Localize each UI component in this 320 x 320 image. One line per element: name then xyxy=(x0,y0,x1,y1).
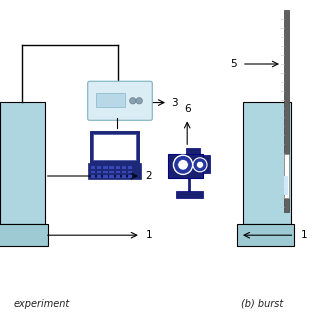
Bar xyxy=(284,10,289,212)
Bar xyxy=(88,163,141,179)
Bar xyxy=(91,166,95,169)
Bar xyxy=(97,175,101,178)
Bar xyxy=(176,191,203,198)
Bar xyxy=(128,175,132,178)
Bar xyxy=(91,175,95,178)
Text: (b) burst: (b) burst xyxy=(241,299,284,309)
Text: 6: 6 xyxy=(184,104,190,114)
Bar xyxy=(97,171,101,173)
Circle shape xyxy=(130,98,136,104)
Bar xyxy=(186,148,200,154)
Text: 3: 3 xyxy=(171,98,178,108)
Text: 1: 1 xyxy=(146,230,152,240)
Bar xyxy=(168,154,203,178)
Bar xyxy=(203,155,210,173)
Bar xyxy=(128,166,132,169)
Bar xyxy=(91,171,95,173)
Bar xyxy=(122,175,126,178)
Bar xyxy=(116,166,120,169)
Bar xyxy=(93,134,136,160)
Bar xyxy=(122,166,126,169)
Circle shape xyxy=(196,161,204,168)
Text: 1: 1 xyxy=(301,230,308,240)
Bar xyxy=(96,93,125,107)
Bar xyxy=(284,154,289,198)
Bar xyxy=(90,131,139,163)
Bar xyxy=(284,176,288,195)
Text: 2: 2 xyxy=(146,171,152,181)
Bar xyxy=(237,224,294,246)
Text: experiment: experiment xyxy=(13,299,70,309)
Circle shape xyxy=(178,160,188,170)
Bar xyxy=(103,166,108,169)
Bar xyxy=(116,171,120,173)
Bar xyxy=(103,175,108,178)
Bar xyxy=(109,175,114,178)
Bar xyxy=(122,171,126,173)
Bar xyxy=(128,171,132,173)
Bar xyxy=(0,102,45,224)
Bar xyxy=(116,175,120,178)
Bar xyxy=(103,171,108,173)
Circle shape xyxy=(136,98,142,104)
Bar xyxy=(109,166,114,169)
Circle shape xyxy=(193,158,207,172)
Bar xyxy=(243,102,291,224)
Bar xyxy=(0,224,48,246)
Circle shape xyxy=(173,155,193,174)
Text: 5: 5 xyxy=(230,59,237,69)
Bar xyxy=(109,171,114,173)
FancyBboxPatch shape xyxy=(88,81,152,120)
Bar xyxy=(97,166,101,169)
